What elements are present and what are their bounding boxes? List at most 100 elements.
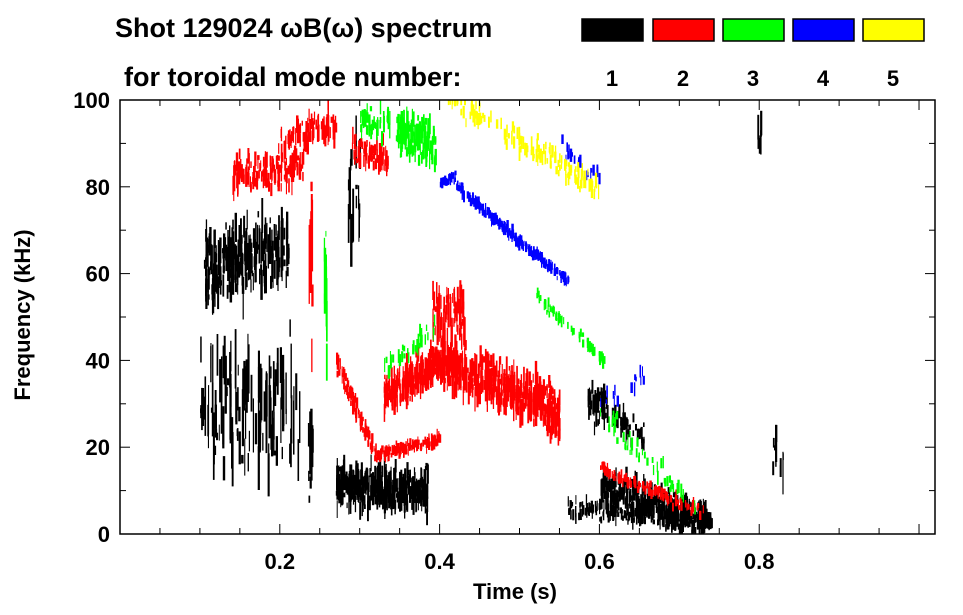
spectrogram-mark-mode-2 xyxy=(403,378,406,384)
spectrogram-mark-mode-2 xyxy=(547,401,549,409)
spectrogram-mark-mode-3 xyxy=(397,349,400,363)
spectrogram-mark-mode-1 xyxy=(242,293,244,320)
spectrogram-mark-mode-1 xyxy=(677,523,680,530)
spectrogram-mark-mode-2 xyxy=(534,386,537,407)
spectrogram-mark-mode-1 xyxy=(367,482,370,502)
spectrogram-mark-mode-1 xyxy=(653,505,655,515)
spectrogram-mark-mode-2 xyxy=(497,391,500,401)
spectrogram-mark-mode-1 xyxy=(575,513,577,524)
spectrogram-mark-mode-1 xyxy=(578,512,580,521)
spectrogram-mark-mode-2 xyxy=(530,380,533,403)
spectrogram-mark-mode-4 xyxy=(489,211,492,219)
spectrogram-mark-mode-2 xyxy=(329,127,331,139)
spectrogram-mark-mode-1 xyxy=(224,355,227,414)
spectrogram-mark-mode-1 xyxy=(207,294,210,300)
spectrogram-mark-mode-2 xyxy=(427,352,430,371)
spectrogram-mark-mode-2 xyxy=(311,199,314,272)
spectrogram-mark-mode-2 xyxy=(618,471,621,479)
spectrogram-mark-mode-5 xyxy=(465,118,467,128)
spectrogram-mark-mode-2 xyxy=(235,152,239,172)
spectrogram-mark-mode-4 xyxy=(461,184,464,191)
spectrogram-mark-mode-3 xyxy=(433,314,436,327)
spectrogram-mark-mode-5 xyxy=(495,119,499,129)
spectrogram-mark-mode-4 xyxy=(503,223,506,233)
spectrogram-mark-mode-1 xyxy=(693,522,695,533)
spectrogram-mark-mode-1 xyxy=(210,346,212,383)
spectrogram-mark-mode-1 xyxy=(349,501,352,514)
spectrogram-mark-mode-2 xyxy=(538,388,541,411)
spectrogram-mark-mode-2 xyxy=(485,363,488,385)
spectrogram-mark-mode-4 xyxy=(449,179,452,186)
spectrogram-mark-mode-1 xyxy=(257,400,260,451)
spectrogram-mark-mode-1 xyxy=(642,438,645,444)
spectrogram-mark-mode-2 xyxy=(431,347,433,363)
spectrogram-mark-mode-2 xyxy=(516,395,519,415)
spectrogram-mark-mode-1 xyxy=(426,485,429,493)
spectrogram-mark-mode-1 xyxy=(600,489,603,502)
spectrogram-mark-mode-2 xyxy=(642,482,645,492)
spectrogram-mark-mode-2 xyxy=(454,377,456,385)
spectrogram-mark-mode-2 xyxy=(525,373,528,388)
spectrogram-mark-mode-1 xyxy=(665,515,668,522)
spectrogram-mark-mode-1 xyxy=(606,487,608,507)
spectrogram-mark-mode-1 xyxy=(630,508,634,524)
spectrogram-mark-mode-1 xyxy=(586,503,589,512)
spectrogram-mark-mode-2 xyxy=(464,365,467,385)
spectrogram-mark-mode-1 xyxy=(237,253,240,276)
spectrogram-mark-mode-5 xyxy=(511,121,515,132)
spectrogram-mark-mode-2 xyxy=(457,298,459,307)
spectrogram-mark-mode-3 xyxy=(427,332,429,341)
spectrogram-mark-mode-2 xyxy=(533,414,535,420)
spectrogram-mark-mode-1 xyxy=(707,514,709,528)
spectrogram-mark-mode-2 xyxy=(498,405,500,416)
spectrogram-mark-mode-3 xyxy=(414,124,416,147)
spectrogram-mark-mode-1 xyxy=(403,504,406,513)
spectrogram-mark-mode-2 xyxy=(442,317,444,338)
spectrogram-mark-mode-3 xyxy=(669,485,672,490)
spectrogram-mark-mode-1 xyxy=(358,198,360,242)
spectrogram-mark-mode-2 xyxy=(270,168,272,178)
spectrogram-mark-mode-2 xyxy=(490,367,493,377)
spectrogram-mark-mode-2 xyxy=(417,374,420,394)
spectrogram-mark-mode-1 xyxy=(635,514,638,525)
spectrogram-mark-mode-1 xyxy=(626,420,628,426)
spectrogram-mark-mode-2 xyxy=(504,387,506,406)
spectrogram-mark-mode-1 xyxy=(267,453,270,497)
spectrogram-mark-mode-3 xyxy=(373,121,376,128)
spectrogram-mark-mode-1 xyxy=(608,513,610,522)
spectrogram-mark-mode-1 xyxy=(350,482,352,492)
spectrogram-mark-mode-1 xyxy=(259,410,261,453)
spectrogram-mark-mode-2 xyxy=(366,429,369,435)
spectrogram-mark-mode-2 xyxy=(627,479,629,488)
spectrogram-mark-mode-3 xyxy=(592,343,594,349)
spectrogram-mark-mode-1 xyxy=(652,502,654,516)
spectrogram-mark-mode-3 xyxy=(615,411,619,420)
spectrogram-mark-mode-1 xyxy=(355,195,358,209)
spectrogram-mark-mode-1 xyxy=(678,513,680,522)
spectrogram-mark-mode-2 xyxy=(433,440,436,450)
spectrogram-mark-mode-1 xyxy=(234,274,237,292)
spectrogram-mark-mode-2 xyxy=(655,485,657,491)
spectrogram-mark-mode-1 xyxy=(684,492,688,503)
spectrogram-mark-mode-3 xyxy=(582,339,585,348)
spectrogram-mark-mode-2 xyxy=(533,418,535,427)
spectrogram-mark-mode-1 xyxy=(203,259,206,269)
spectrogram-mark-mode-1 xyxy=(235,264,237,280)
spectrogram-mark-mode-1 xyxy=(688,510,691,524)
spectrogram-mark-mode-5 xyxy=(477,119,479,130)
spectrogram-mark-mode-1 xyxy=(396,487,399,496)
spectrogram-mark-mode-5 xyxy=(539,148,542,163)
spectrogram-mark-mode-2 xyxy=(410,369,413,386)
spectrogram-mark-mode-1 xyxy=(347,489,349,495)
spectrogram-mark-mode-1 xyxy=(237,364,239,376)
spectrogram-mark-mode-3 xyxy=(412,111,415,127)
spectrogram-mark-mode-1 xyxy=(275,236,278,258)
spectrogram-mark-mode-2 xyxy=(520,374,523,396)
spectrogram-mark-mode-1 xyxy=(615,496,618,502)
spectrogram-mark-mode-2 xyxy=(537,401,539,408)
spectrogram-mark-mode-1 xyxy=(591,379,594,394)
spectrogram-mark-mode-1 xyxy=(239,257,243,274)
spectrogram-mark-mode-1 xyxy=(702,527,705,534)
spectrogram-mark-mode-2 xyxy=(391,446,395,456)
spectrogram-mark-mode-3 xyxy=(571,327,574,336)
